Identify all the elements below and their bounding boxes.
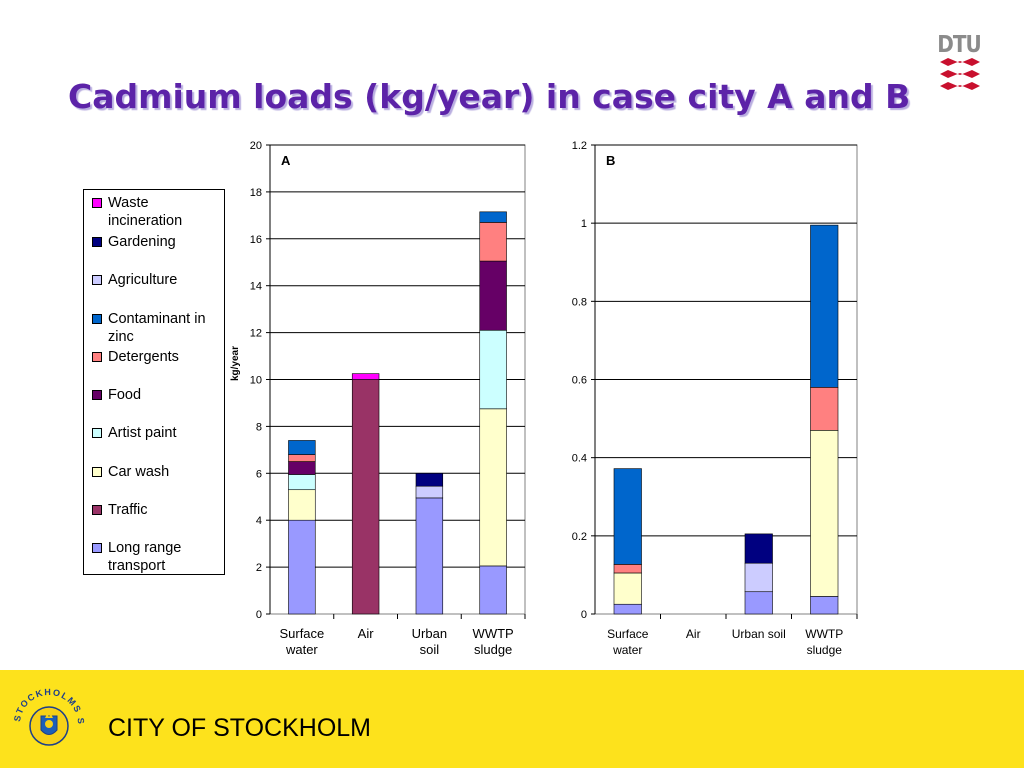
chart-b: 0 0.2 0.4 0.6 0.8 1 1.2 B Surface water Air Urban s… bbox=[572, 140, 858, 657]
bar-segment bbox=[288, 461, 316, 475]
x-tick-label: Air bbox=[358, 626, 375, 641]
bar-segment bbox=[613, 572, 642, 605]
panel-label: A bbox=[281, 153, 291, 168]
y-tick-label: 6 bbox=[256, 468, 262, 480]
legend-swatch bbox=[92, 352, 102, 362]
bar-segment bbox=[810, 596, 839, 615]
bar-segment bbox=[288, 454, 316, 462]
bar-segment bbox=[744, 562, 773, 593]
y-tick-label: 0 bbox=[581, 609, 587, 621]
bar-segment bbox=[415, 497, 444, 615]
y-tick-label: 8 bbox=[256, 421, 262, 433]
stockholm-emblem-icon: STOCKHOLMS STAD bbox=[12, 688, 85, 746]
legend-swatch bbox=[92, 275, 102, 285]
bar-segment bbox=[613, 603, 642, 615]
bar-segment bbox=[479, 260, 507, 331]
bar-segment bbox=[810, 224, 839, 388]
x-tick-label: Urban soil bbox=[732, 627, 786, 641]
x-tick-label: sludge bbox=[807, 643, 843, 657]
x-tick-label: Air bbox=[686, 627, 701, 641]
y-axis-label: kg/year bbox=[230, 346, 241, 381]
bar-segment bbox=[479, 408, 507, 567]
bar-segment bbox=[810, 387, 839, 431]
chart-legend: Waste incineration Gardening Agriculture Co… bbox=[83, 189, 225, 575]
y-tick-label: 14 bbox=[250, 281, 262, 293]
bar-segment bbox=[744, 533, 773, 564]
y-tick-label: 12 bbox=[250, 328, 262, 340]
y-tick-label: 0.2 bbox=[572, 531, 587, 543]
y-tick-label: 0.6 bbox=[572, 375, 587, 387]
x-tick-label: WWTP bbox=[805, 627, 843, 641]
bar-segment bbox=[479, 565, 507, 615]
y-tick-label: 18 bbox=[250, 187, 262, 199]
x-tick-label: WWTP bbox=[473, 626, 514, 641]
bar-segment bbox=[479, 329, 507, 410]
bar-segment bbox=[415, 485, 444, 499]
legend-swatch bbox=[92, 505, 102, 515]
x-tick-label: Surface bbox=[607, 627, 649, 641]
x-tick-label: Urban bbox=[412, 626, 447, 641]
legend-swatch bbox=[92, 314, 102, 324]
y-tick-label: 10 bbox=[250, 375, 262, 387]
legend-swatch bbox=[92, 543, 102, 553]
bar-segment bbox=[288, 474, 316, 491]
legend-label: Contaminant in zinc bbox=[108, 311, 206, 345]
y-tick-label: 0.4 bbox=[572, 453, 587, 465]
y-tick-label: 16 bbox=[250, 234, 262, 246]
bar-segment bbox=[351, 373, 380, 380]
bar-segment bbox=[479, 211, 507, 223]
legend-label: Artist paint bbox=[108, 425, 177, 441]
bar-segment bbox=[351, 379, 380, 615]
x-tick-label: sludge bbox=[474, 642, 512, 657]
legend-swatch bbox=[92, 390, 102, 400]
dtu-logo: DTU bbox=[936, 30, 986, 94]
y-tick-label: 2 bbox=[256, 562, 262, 574]
bar-segment bbox=[288, 489, 316, 521]
bar-segment bbox=[613, 564, 642, 574]
x-tick-label: Surface bbox=[279, 626, 324, 641]
y-tick-label: 4 bbox=[256, 515, 262, 527]
bar-segment bbox=[288, 519, 316, 615]
bar-segment bbox=[479, 222, 507, 262]
bar-segment bbox=[744, 591, 773, 615]
bar-segment bbox=[810, 430, 839, 597]
dtu-logo-text: DTU bbox=[937, 30, 981, 58]
y-tick-label: 1.2 bbox=[572, 140, 587, 152]
legend-label: Gardening bbox=[108, 234, 176, 250]
bar-segment bbox=[288, 440, 316, 455]
y-tick-label: 0 bbox=[256, 609, 262, 621]
y-tick-label: 0.8 bbox=[572, 296, 587, 308]
slide-title: Cadmium loads (kg/year) in case city A a… bbox=[68, 77, 911, 116]
legend-label: Traffic bbox=[108, 502, 148, 518]
bar-segment bbox=[415, 472, 444, 487]
legend-swatch bbox=[92, 428, 102, 438]
dtu-wave-icon bbox=[940, 58, 980, 90]
legend-label: Agriculture bbox=[108, 272, 178, 288]
panel-label: B bbox=[606, 153, 615, 168]
legend-swatch bbox=[92, 237, 102, 247]
footer-text: CITY OF STOCKHOLM bbox=[108, 714, 372, 742]
legend-label: Food bbox=[108, 387, 142, 403]
y-tick-label: 20 bbox=[250, 140, 262, 152]
legend-swatch bbox=[92, 467, 102, 477]
legend-label: Detergents bbox=[108, 349, 179, 365]
x-tick-label: water bbox=[612, 643, 642, 657]
legend-label: Waste incineration bbox=[108, 195, 183, 229]
x-tick-label: water bbox=[285, 642, 318, 657]
bar-segment bbox=[613, 468, 642, 565]
legend-label: Car wash bbox=[108, 464, 170, 480]
legend-label: Long range transport bbox=[108, 540, 182, 574]
footer-bar: STOCKHOLMS STAD CITY OF STOCKHOLM bbox=[0, 670, 1024, 768]
y-tick-label: 1 bbox=[581, 218, 587, 230]
x-tick-label: soil bbox=[420, 642, 440, 657]
legend-swatch bbox=[92, 198, 102, 208]
